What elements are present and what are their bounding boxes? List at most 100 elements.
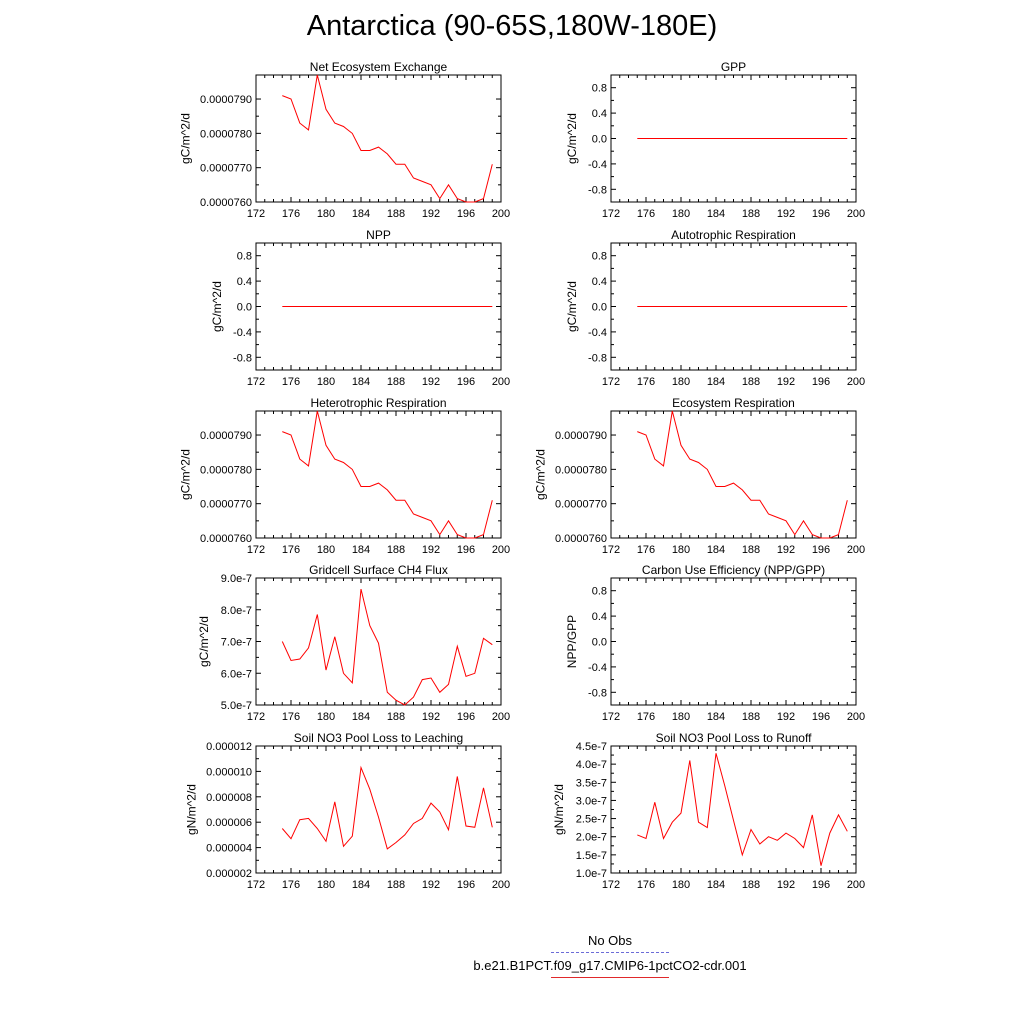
x-tick-label: 176 bbox=[282, 711, 300, 723]
series-line bbox=[281, 588, 493, 706]
x-tick-label: 172 bbox=[602, 544, 620, 556]
y-tick-label: 0.8 bbox=[237, 251, 252, 263]
y-tick-label: 0.000004 bbox=[206, 843, 252, 855]
x-tick-label: 184 bbox=[707, 208, 725, 220]
y-tick-label: 4.5e-7 bbox=[576, 741, 607, 753]
x-tick-label: 180 bbox=[672, 711, 690, 723]
y-axis-label: gC/m^2/d bbox=[178, 449, 192, 500]
y-tick-label: 0.000012 bbox=[206, 741, 252, 753]
x-tick-label: 176 bbox=[282, 879, 300, 891]
y-tick-label: 0.0000780 bbox=[200, 464, 252, 476]
plot-frame bbox=[255, 745, 502, 874]
y-tick-label: 0.000006 bbox=[206, 817, 252, 829]
x-tick-label: 172 bbox=[247, 544, 265, 556]
x-tick-label: 196 bbox=[457, 879, 475, 891]
y-tick-label: 0.0000770 bbox=[200, 499, 252, 511]
x-tick-label: 172 bbox=[602, 711, 620, 723]
x-tick-label: 192 bbox=[777, 879, 795, 891]
x-tick-label: 180 bbox=[317, 208, 335, 220]
y-tick-label: 4.0e-7 bbox=[576, 759, 607, 771]
x-tick-label: 200 bbox=[847, 544, 865, 556]
y-tick-label: 1.0e-7 bbox=[576, 868, 607, 880]
plot-frame bbox=[255, 577, 502, 706]
x-tick-label: 200 bbox=[847, 879, 865, 891]
x-tick-label: 180 bbox=[672, 544, 690, 556]
x-tick-label: 196 bbox=[812, 711, 830, 723]
series-line bbox=[637, 410, 848, 539]
y-tick-label: 0.8 bbox=[592, 251, 607, 263]
legend-line-no-obs bbox=[551, 952, 669, 953]
y-tick-label: 6.0e-7 bbox=[221, 668, 252, 680]
panel-2: NPP 172 176 180 184 188 192 196 200 -0.8 -0.4 0.0 0.… bbox=[210, 228, 510, 388]
x-tick-label: 192 bbox=[777, 208, 795, 220]
x-tick-label: 184 bbox=[352, 544, 370, 556]
x-tick-label: 184 bbox=[352, 376, 370, 388]
y-tick-label: 0.0000760 bbox=[555, 533, 607, 545]
y-tick-label: 0.4 bbox=[592, 108, 607, 120]
x-tick-label: 172 bbox=[247, 208, 265, 220]
panel-title: Autotrophic Respiration bbox=[671, 228, 796, 242]
x-tick-label: 184 bbox=[707, 376, 725, 388]
x-tick-label: 192 bbox=[422, 376, 440, 388]
x-tick-label: 172 bbox=[602, 879, 620, 891]
y-tick-label: -0.4 bbox=[588, 662, 607, 674]
y-tick-label: 0.0000760 bbox=[200, 533, 252, 545]
x-tick-label: 176 bbox=[282, 208, 300, 220]
x-tick-label: 172 bbox=[247, 711, 265, 723]
x-tick-label: 196 bbox=[812, 208, 830, 220]
y-axis-label: gC/m^2/d bbox=[178, 113, 192, 164]
y-tick-label: -0.8 bbox=[588, 352, 607, 364]
figure-title: Antarctica (90-65S,180W-180E) bbox=[306, 10, 718, 42]
y-tick-label: 3.0e-7 bbox=[576, 795, 607, 807]
x-tick-label: 196 bbox=[457, 544, 475, 556]
y-tick-label: 3.5e-7 bbox=[576, 777, 607, 789]
panel-8: Soil NO3 Pool Loss to Leaching 172 176 180 1… bbox=[185, 731, 511, 891]
x-tick-label: 172 bbox=[602, 376, 620, 388]
y-tick-label: 0.4 bbox=[592, 276, 607, 288]
panel-0: Net Ecosystem Exchange 172 176 180 184 188 192… bbox=[178, 60, 510, 220]
y-axis-label: gN/m^2/d bbox=[185, 784, 199, 835]
plot-frame bbox=[610, 410, 857, 539]
panel-1: GPP 172 176 180 184 188 192 196 200 -0.8 -0.4 0.0 0.… bbox=[565, 60, 865, 220]
y-tick-label: -0.8 bbox=[588, 184, 607, 196]
y-tick-label: 0.4 bbox=[592, 611, 607, 623]
x-tick-label: 180 bbox=[317, 711, 335, 723]
panel-title: GPP bbox=[721, 60, 746, 74]
y-axis-label: gC/m^2/d bbox=[210, 281, 224, 332]
x-tick-label: 180 bbox=[672, 879, 690, 891]
panel-title: Net Ecosystem Exchange bbox=[310, 60, 448, 74]
y-tick-label: 0.0 bbox=[237, 302, 252, 314]
plot-frame bbox=[255, 74, 502, 203]
x-tick-label: 196 bbox=[457, 208, 475, 220]
x-tick-label: 188 bbox=[742, 376, 760, 388]
x-tick-label: 196 bbox=[812, 879, 830, 891]
series-line bbox=[282, 410, 493, 539]
y-tick-label: 0.0000780 bbox=[200, 128, 252, 140]
x-tick-label: 200 bbox=[847, 711, 865, 723]
y-axis-label: gN/m^2/d bbox=[552, 784, 566, 835]
panel-title: Heterotrophic Respiration bbox=[310, 396, 446, 410]
x-tick-label: 176 bbox=[282, 544, 300, 556]
x-tick-label: 196 bbox=[812, 376, 830, 388]
y-tick-label: 5.0e-7 bbox=[221, 700, 252, 712]
y-tick-label: 0.0000790 bbox=[555, 430, 607, 442]
x-tick-label: 192 bbox=[777, 711, 795, 723]
y-tick-label: 0.000008 bbox=[206, 792, 252, 804]
x-tick-label: 192 bbox=[777, 376, 795, 388]
x-tick-label: 184 bbox=[707, 711, 725, 723]
y-tick-label: -0.4 bbox=[588, 327, 607, 339]
y-tick-label: 0.000002 bbox=[206, 868, 252, 880]
series-line bbox=[637, 753, 848, 866]
series-line bbox=[281, 765, 493, 850]
panel-title: Soil NO3 Pool Loss to Runoff bbox=[656, 731, 813, 745]
x-tick-label: 200 bbox=[847, 208, 865, 220]
x-tick-label: 188 bbox=[742, 711, 760, 723]
x-tick-label: 180 bbox=[672, 376, 690, 388]
plot-frame bbox=[610, 577, 857, 706]
x-tick-label: 180 bbox=[317, 544, 335, 556]
y-axis-label: gC/m^2/d bbox=[533, 449, 547, 500]
panel-3: Autotrophic Respiration 172 176 180 184 188 19… bbox=[565, 228, 865, 388]
legend-label-model: b.e21.B1PCT.f09_g17.CMIP6-1pctCO2-cdr.00… bbox=[473, 958, 747, 973]
x-tick-label: 184 bbox=[352, 879, 370, 891]
